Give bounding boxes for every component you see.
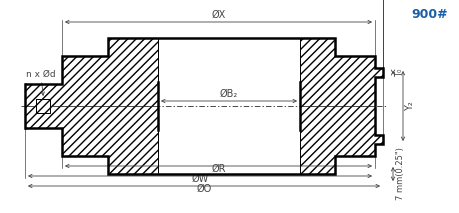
Text: ØB₂: ØB₂ bbox=[219, 89, 238, 99]
Text: Y₂: Y₂ bbox=[404, 101, 414, 111]
Text: ØO: ØO bbox=[196, 184, 211, 194]
Text: ØW: ØW bbox=[191, 174, 208, 184]
Text: n x Ød: n x Ød bbox=[26, 70, 56, 79]
Text: 900#: 900# bbox=[410, 8, 447, 21]
Polygon shape bbox=[25, 106, 157, 174]
Polygon shape bbox=[299, 106, 382, 174]
Polygon shape bbox=[299, 38, 382, 106]
Text: 7 mm(0.25"): 7 mm(0.25") bbox=[395, 148, 404, 200]
Polygon shape bbox=[25, 38, 157, 106]
Text: ØX: ØX bbox=[211, 10, 225, 20]
Text: ØR: ØR bbox=[211, 164, 225, 174]
Polygon shape bbox=[36, 99, 50, 113]
Text: T₀: T₀ bbox=[394, 68, 403, 77]
